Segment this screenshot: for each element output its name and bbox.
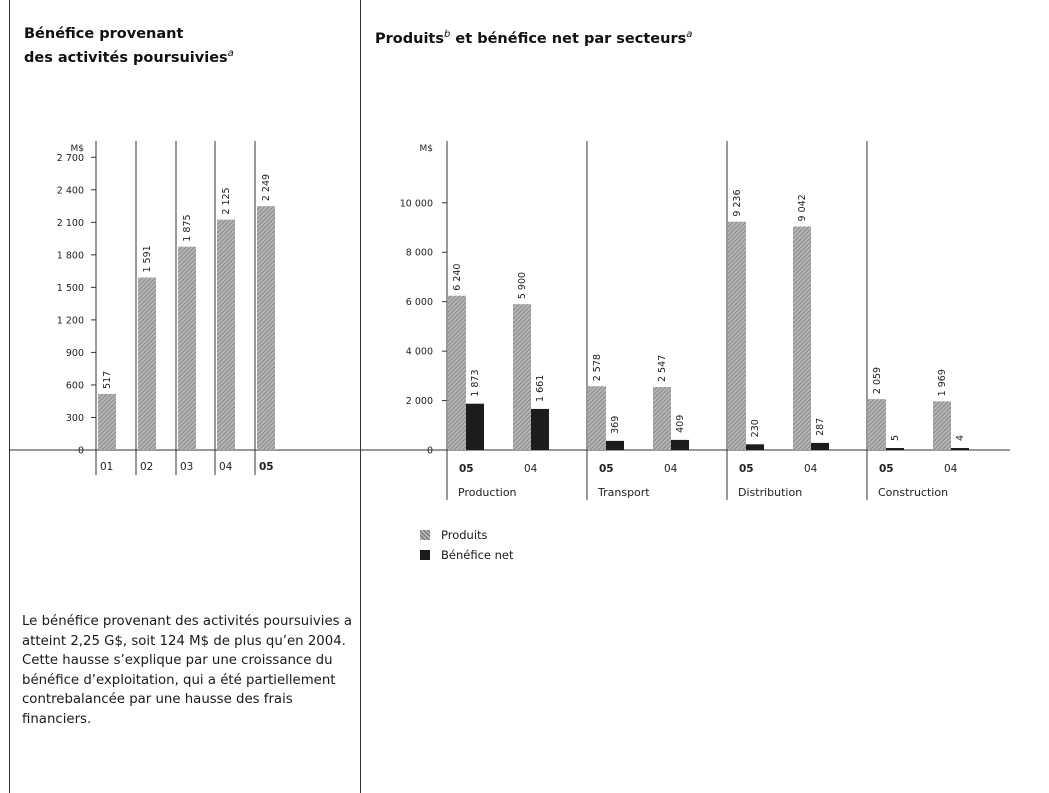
legend-swatch-benefice (420, 550, 430, 560)
left-bar-02 (138, 277, 156, 450)
right-title-rest: et bénéfice net par secteurs (450, 30, 687, 47)
right-bar-produits (513, 304, 531, 450)
right-y-tick-label: 10 000 (400, 198, 433, 209)
right-y-tick-label: 4 000 (406, 347, 433, 358)
right-bar-benefice (531, 408, 549, 450)
left-bar-value-label: 517 (102, 371, 113, 389)
left-y-tick-label: 300 (66, 413, 84, 424)
right-bar-produits (728, 221, 746, 450)
legend-label-produits: Produits (441, 528, 488, 542)
right-title-footnote-b: b (443, 29, 451, 40)
left-title-line2: des activités poursuivies (24, 49, 228, 66)
right-bar-benefice-label: 5 (890, 435, 901, 441)
legend: Produits Bénéfice net (420, 525, 514, 565)
left-category-label: 01 (100, 461, 113, 473)
right-year-label: 05 (599, 463, 614, 475)
right-chart-title: Produitsb et bénéfice net par secteursa (375, 25, 692, 49)
left-y-tick-label: 1 800 (57, 250, 84, 261)
summary-paragraph: Le bénéfice provenant des activités pour… (22, 614, 352, 727)
right-bar-produits (588, 386, 606, 450)
right-title-footnote-a: a (686, 29, 693, 40)
left-bar-04 (217, 219, 235, 450)
right-year-label: 04 (804, 463, 818, 475)
right-bar-produits-label: 2 547 (657, 355, 668, 382)
right-bar-benefice (606, 440, 624, 450)
left-bar-value-label: 2 125 (221, 187, 232, 214)
right-bar-produits-label: 2 578 (592, 354, 603, 381)
right-bar-benefice-label: 369 (610, 416, 621, 434)
left-y-tick-label: 2 100 (57, 218, 84, 229)
legend-item-benefice: Bénéfice net (420, 545, 514, 565)
left-category-label: 03 (180, 461, 193, 473)
right-year-label: 05 (879, 463, 894, 475)
right-bar-benefice-label: 409 (675, 415, 686, 433)
left-category-label: 04 (219, 461, 233, 473)
right-bar-benefice-label: 1 873 (470, 369, 481, 396)
right-unit-label: M$ (420, 144, 434, 154)
left-y-tick-label: 2 400 (57, 185, 84, 196)
left-y-tick-label: 1 500 (57, 283, 84, 294)
left-bar-05 (257, 206, 275, 450)
legend-item-produits: Produits (420, 525, 514, 545)
left-chart-title: Bénéfice provenant des activités poursui… (24, 25, 234, 68)
right-year-label: 04 (944, 463, 958, 475)
right-y-tick-label: 6 000 (406, 297, 433, 308)
right-y-tick-label: 8 000 (406, 248, 433, 259)
right-bar-benefice (671, 439, 689, 450)
right-bar-produits-label: 6 240 (452, 264, 463, 291)
right-bar-benefice-label: 1 661 (535, 375, 546, 402)
left-y-tick-label: 600 (66, 380, 84, 391)
left-y-tick-label: 1 200 (57, 315, 84, 326)
right-bar-produits (653, 387, 671, 450)
left-category-label: 05 (259, 461, 274, 473)
right-title-main: Produits (375, 30, 444, 47)
right-group-label: Construction (878, 486, 948, 499)
right-bar-produits-label: 5 900 (517, 272, 528, 299)
right-bar-produits-label: 1 969 (937, 369, 948, 396)
right-bar-benefice (746, 444, 764, 450)
right-year-label: 05 (739, 463, 754, 475)
left-bar-01 (98, 393, 116, 450)
right-bar-produits (868, 399, 886, 450)
right-bar-produits-label: 9 042 (797, 194, 808, 221)
right-bar-benefice (951, 448, 969, 450)
right-bar-benefice (811, 442, 829, 450)
right-bar-produits (793, 226, 811, 450)
right-year-label: 04 (524, 463, 538, 475)
left-margin-rule (9, 0, 10, 793)
left-title-footnote: a (227, 48, 234, 59)
left-category-label: 02 (140, 461, 153, 473)
right-bar-benefice (466, 403, 484, 450)
right-bar-benefice-label: 287 (815, 418, 826, 436)
legend-swatch-produits (420, 530, 430, 540)
right-bar-produits (448, 295, 466, 450)
left-title-line1: Bénéfice provenant (24, 26, 184, 42)
right-group-label: Production (458, 486, 517, 499)
left-bar-value-label: 1 591 (142, 245, 153, 272)
right-group-label: Transport (597, 486, 650, 499)
left-bar-value-label: 2 249 (261, 174, 272, 201)
right-bar-produits-label: 9 236 (732, 189, 743, 216)
left-unit-label: M$ (71, 144, 85, 154)
right-y-tick-label: 0 (427, 446, 433, 457)
right-bar-benefice-label: 4 (955, 435, 966, 441)
left-y-tick-label: 900 (66, 348, 84, 359)
right-group-label: Distribution (738, 486, 802, 499)
left-bar-value-label: 1 875 (182, 215, 193, 242)
right-year-label: 04 (664, 463, 678, 475)
right-year-label: 05 (459, 463, 474, 475)
right-bar-produits (933, 401, 951, 450)
left-y-tick-label: 0 (78, 446, 84, 457)
right-y-tick-label: 2 000 (406, 396, 433, 407)
legend-label-benefice: Bénéfice net (441, 548, 514, 562)
right-bar-produits-label: 2 059 (872, 367, 883, 394)
right-bar-benefice (886, 448, 904, 450)
left-bar-03 (178, 246, 196, 450)
right-bar-benefice-label: 230 (750, 419, 761, 437)
left-y-tick-label: 2 700 (57, 153, 84, 164)
column-divider (360, 0, 361, 793)
